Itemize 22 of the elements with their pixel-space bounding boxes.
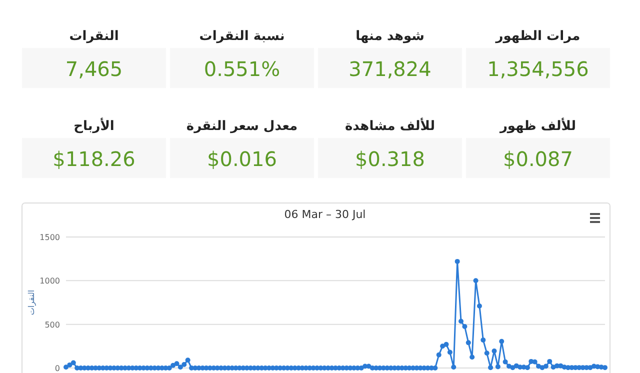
text: 1,354,556 — [487, 57, 589, 81]
text: النقرات — [69, 29, 119, 44]
chart-title: 06 Mar – 30 Jul — [284, 208, 366, 221]
y-tick-label: 500 — [44, 320, 60, 330]
text: مرات الظهور — [494, 29, 580, 44]
y-axis-title: النقرات — [27, 290, 36, 316]
text: الأرباح — [74, 117, 114, 134]
y-tick-label: 1500 — [40, 233, 60, 242]
text: 371,824 — [348, 57, 432, 81]
text: $118.26 — [52, 147, 136, 171]
text: $0.318 — [355, 147, 425, 171]
text: 7,465 — [65, 57, 123, 81]
text: للألف مشاهدة — [345, 117, 435, 134]
text: للألف ظهور — [498, 117, 576, 134]
y-tick-label: 0 — [54, 364, 60, 373]
text: $0.016 — [207, 147, 277, 171]
text: نسبة النقرات — [199, 29, 285, 44]
text: 0.551% — [204, 57, 280, 81]
y-tick-label: 1000 — [40, 276, 60, 286]
text: شوهد منها — [356, 29, 424, 44]
text: معدل سعر النقرة — [186, 119, 298, 134]
text: $0.087 — [503, 147, 573, 171]
